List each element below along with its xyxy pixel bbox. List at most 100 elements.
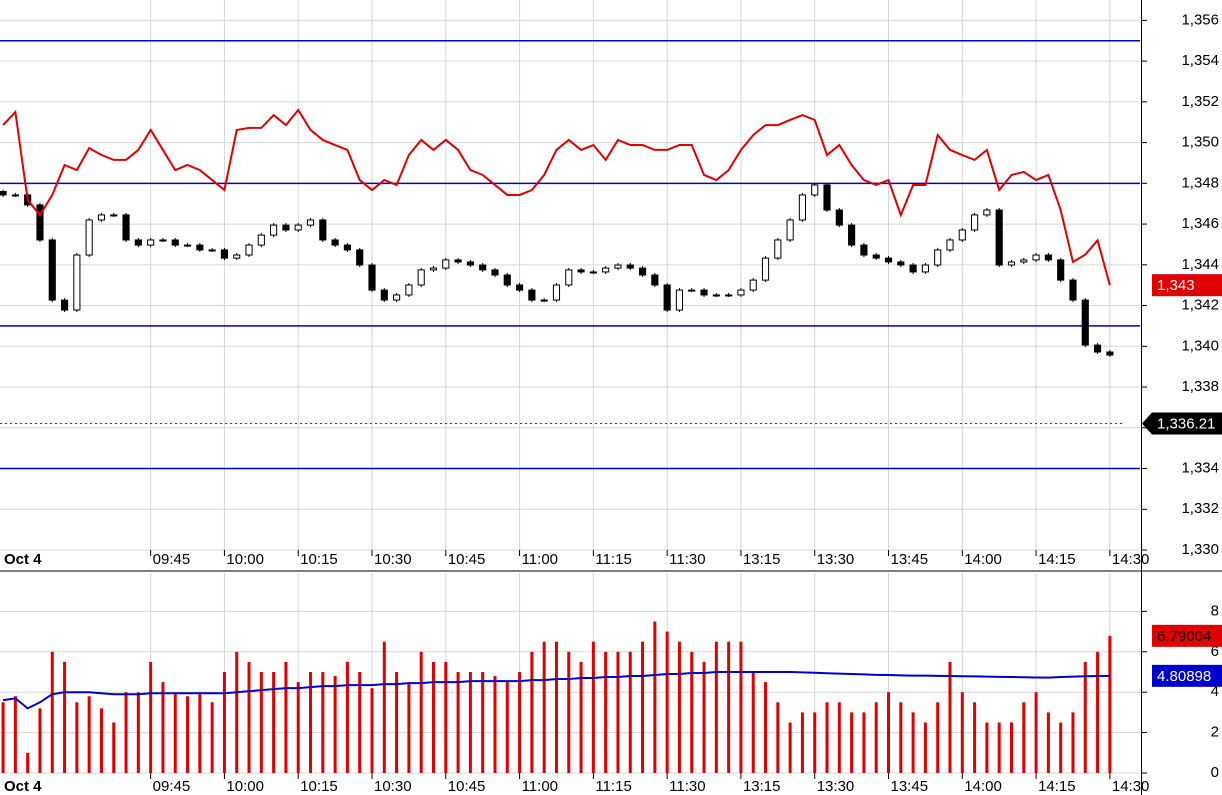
volume-bar — [985, 722, 989, 773]
volume-bar — [653, 621, 657, 773]
candle-body — [429, 267, 438, 271]
candle-body — [774, 239, 782, 259]
candle-body — [614, 264, 622, 269]
volume-bar — [63, 661, 67, 773]
candle-body — [958, 229, 966, 241]
volume-bar — [296, 682, 300, 773]
candle-body — [737, 289, 745, 296]
candle-body — [638, 267, 647, 276]
x-tick-label: 14:30 — [1112, 551, 1150, 568]
candle-body — [798, 194, 807, 221]
x-tick-label: 09:45 — [153, 551, 191, 568]
volume-bar — [887, 692, 891, 773]
candle-body — [368, 264, 376, 291]
candle-body — [811, 184, 819, 196]
marker-box — [1152, 624, 1222, 647]
volume-bar — [456, 671, 460, 773]
marker-box — [1152, 664, 1222, 687]
volume-bar — [333, 676, 337, 773]
x-tick-label: 13:45 — [891, 551, 929, 568]
candle-body — [110, 214, 118, 217]
y-tick-label: 1,330 — [1181, 541, 1219, 558]
volume-bar — [431, 661, 435, 773]
price-marker: 6.79004 — [1152, 624, 1222, 647]
volume-bar — [26, 752, 30, 773]
y-tick-label: 1,356 — [1181, 11, 1219, 28]
marker-label: 4.80898 — [1157, 668, 1211, 685]
volume-bar — [161, 682, 165, 773]
candle-body — [1044, 254, 1052, 261]
x-tick-label: 10:15 — [300, 551, 338, 568]
volume-bar — [1022, 702, 1026, 773]
x-tick-label: 10:30 — [374, 551, 412, 568]
volume-bar — [591, 641, 595, 773]
volume-bar — [960, 692, 964, 773]
volume-bar — [567, 651, 571, 773]
candle-body — [491, 269, 499, 276]
candle-body — [183, 244, 192, 247]
candle-body — [1057, 259, 1065, 281]
candle-body — [626, 264, 634, 269]
date-label: Oct 4 — [4, 551, 42, 568]
volume-bar — [554, 641, 558, 773]
candle-body — [872, 254, 880, 259]
marker-label: 1,336.21 — [1157, 415, 1215, 432]
y-tick-label: 1,344 — [1181, 256, 1219, 273]
candle-body — [823, 184, 831, 211]
x-tick-label: 14:15 — [1038, 551, 1076, 568]
candle-body — [921, 264, 929, 273]
y-tick-label: 1,354 — [1181, 52, 1219, 69]
candle-body — [983, 209, 991, 216]
x-tick-label: 10:00 — [226, 778, 264, 795]
volume-bar — [136, 692, 140, 773]
volume-bar — [1096, 651, 1100, 773]
candle-body — [208, 249, 216, 252]
x-tick-label: 11:00 — [522, 778, 558, 795]
x-tick-label: 11:15 — [595, 778, 631, 795]
candle-body — [1032, 254, 1040, 261]
volume-bar — [1009, 722, 1013, 773]
candle-body — [1069, 279, 1077, 301]
volume-bar — [923, 722, 927, 773]
volume-bar — [1108, 635, 1112, 773]
candle-body — [147, 239, 155, 246]
volume-bar — [186, 696, 190, 773]
y-tick-label: 8 — [1211, 602, 1219, 619]
candle-body — [516, 284, 524, 291]
x-tick-label: 14:00 — [964, 551, 1002, 568]
candle-body — [73, 254, 81, 311]
candle-body — [159, 239, 167, 242]
volume-bar — [911, 712, 915, 773]
x-tick-label: 13:15 — [743, 778, 781, 795]
y-tick-label: 1,342 — [1181, 297, 1219, 314]
volume-bar — [665, 631, 669, 773]
candle-body — [466, 261, 474, 266]
candle-body — [196, 244, 204, 251]
candle-body — [319, 219, 327, 241]
volume-bar — [776, 702, 780, 773]
candle-body — [60, 299, 69, 311]
candle-body — [995, 209, 1003, 266]
volume-bar — [505, 682, 509, 773]
x-tick-label: 11:30 — [669, 778, 705, 795]
candle-body — [712, 294, 720, 297]
volume-bar — [837, 702, 841, 773]
y-tick-label: 1,348 — [1181, 174, 1219, 191]
candle-body — [1106, 351, 1114, 356]
volume-bar — [259, 671, 263, 773]
volume-bar — [198, 692, 202, 773]
candle-body — [134, 239, 142, 246]
candle-body — [380, 289, 388, 301]
candle-body — [85, 219, 93, 256]
x-tick-label: 14:00 — [964, 778, 1002, 795]
candle-body — [97, 214, 106, 221]
x-tick-label: 11:30 — [669, 551, 705, 568]
volume-bar — [825, 702, 829, 773]
candle-body — [356, 249, 364, 266]
volume-bar — [75, 702, 79, 773]
volume-bar — [1046, 712, 1050, 773]
volume-bar — [850, 712, 854, 773]
candle-body — [36, 204, 44, 241]
candle-body — [577, 269, 585, 273]
x-tick-label: 10:30 — [374, 778, 412, 795]
